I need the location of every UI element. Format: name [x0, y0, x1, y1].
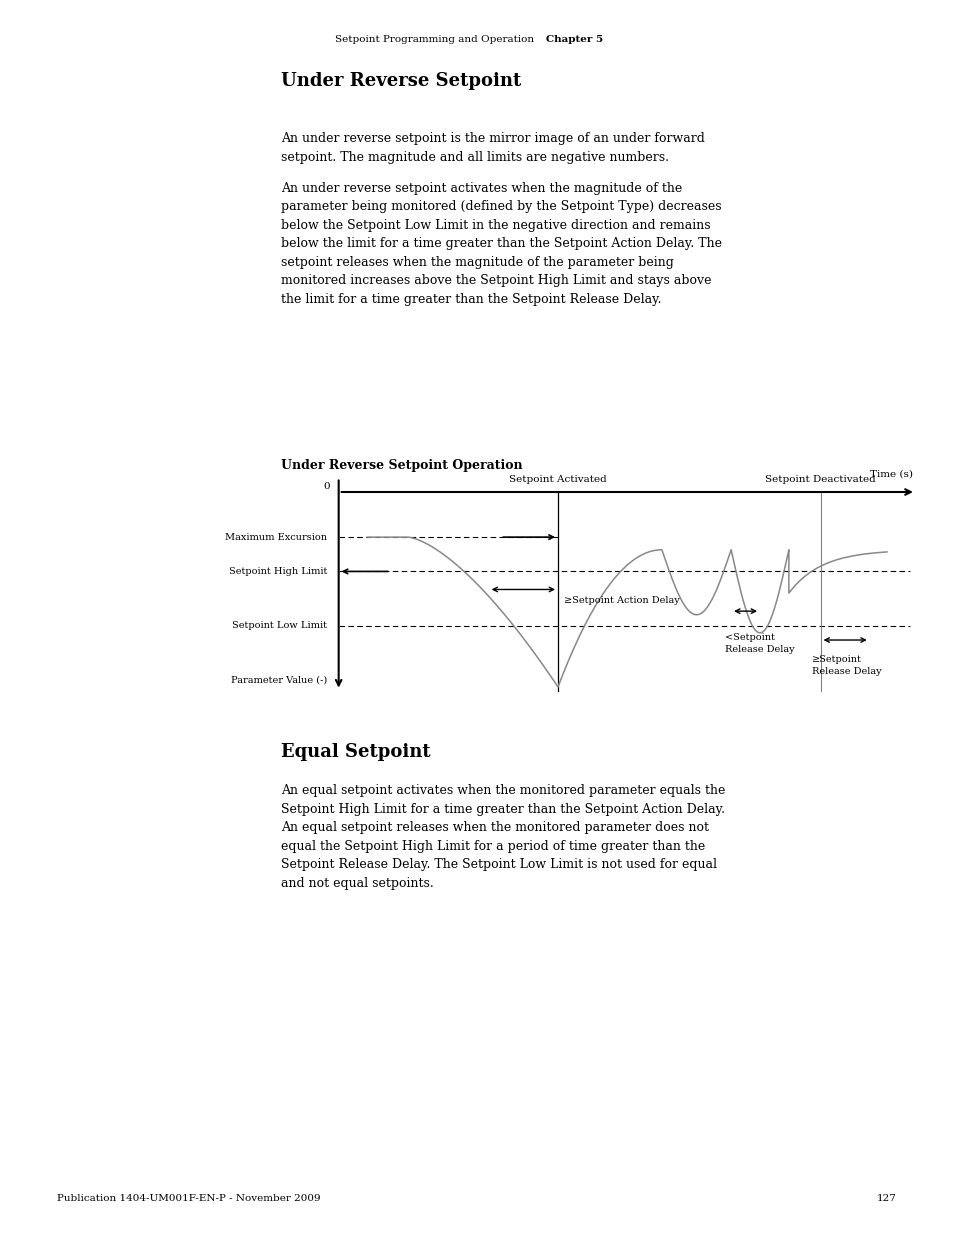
Text: Equal Setpoint: Equal Setpoint — [281, 743, 431, 762]
Text: ≥Setpoint
Release Delay: ≥Setpoint Release Delay — [811, 655, 881, 676]
Text: An under reverse setpoint is the mirror image of an under forward
setpoint. The : An under reverse setpoint is the mirror … — [281, 132, 704, 164]
Text: Publication 1404-UM001F-EN-P - November 2009: Publication 1404-UM001F-EN-P - November … — [57, 1194, 320, 1203]
Text: Parameter Value (-): Parameter Value (-) — [231, 676, 327, 684]
Text: 127: 127 — [876, 1194, 896, 1203]
Text: Setpoint Low Limit: Setpoint Low Limit — [232, 621, 327, 630]
Text: Under Reverse Setpoint: Under Reverse Setpoint — [281, 72, 521, 90]
Text: Setpoint Programming and Operation: Setpoint Programming and Operation — [335, 36, 534, 44]
Text: 0: 0 — [323, 482, 330, 492]
Text: ≥Setpoint Action Delay: ≥Setpoint Action Delay — [563, 595, 679, 605]
Text: <Setpoint
Release Delay: <Setpoint Release Delay — [724, 634, 794, 655]
Text: Setpoint Activated: Setpoint Activated — [509, 475, 606, 484]
Text: Setpoint High Limit: Setpoint High Limit — [229, 567, 327, 576]
Text: Time (s): Time (s) — [869, 469, 912, 478]
Text: Setpoint Deactivated: Setpoint Deactivated — [764, 475, 875, 484]
Text: An equal setpoint activates when the monitored parameter equals the
Setpoint Hig: An equal setpoint activates when the mon… — [281, 784, 725, 889]
Text: Under Reverse Setpoint Operation: Under Reverse Setpoint Operation — [281, 459, 522, 473]
Text: Chapter 5: Chapter 5 — [545, 36, 602, 44]
Text: An under reverse setpoint activates when the magnitude of the
parameter being mo: An under reverse setpoint activates when… — [281, 182, 721, 305]
Text: Maximum Excursion: Maximum Excursion — [225, 532, 327, 542]
